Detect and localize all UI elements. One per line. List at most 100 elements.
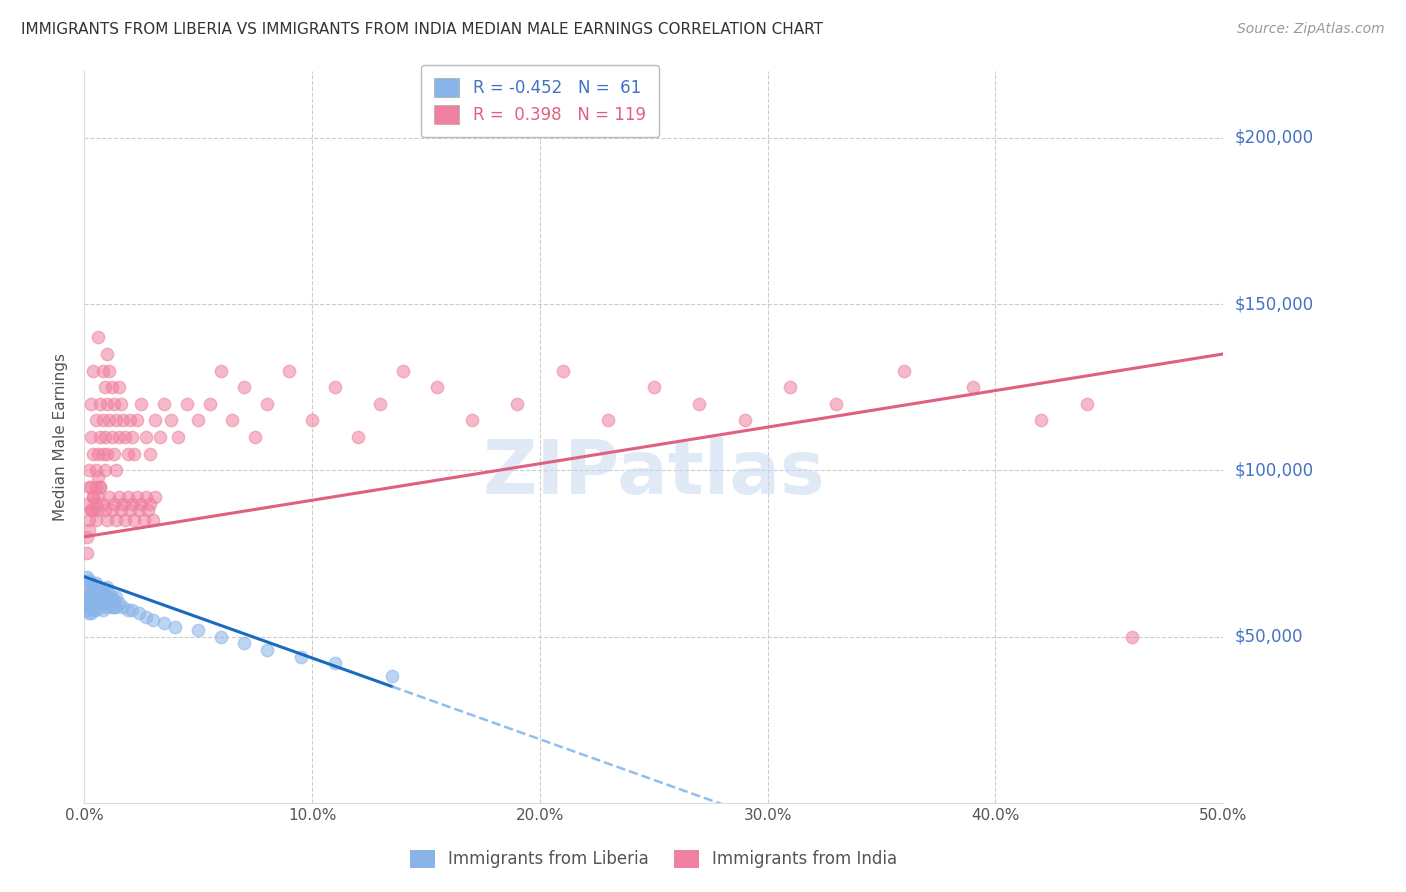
Point xyxy=(187,623,209,637)
Point xyxy=(165,619,187,633)
Point xyxy=(89,480,111,494)
Point xyxy=(82,580,104,594)
Point xyxy=(82,503,104,517)
Point xyxy=(142,613,165,627)
Point xyxy=(103,497,125,511)
Text: IMMIGRANTS FROM LIBERIA VS IMMIGRANTS FROM INDIA MEDIAN MALE EARNINGS CORRELATIO: IMMIGRANTS FROM LIBERIA VS IMMIGRANTS FR… xyxy=(21,22,823,37)
Point xyxy=(87,580,110,594)
Point xyxy=(139,447,162,461)
Point xyxy=(84,413,107,427)
Point xyxy=(110,503,132,517)
Point xyxy=(77,523,100,537)
Point xyxy=(290,649,312,664)
Point xyxy=(84,513,107,527)
Point xyxy=(96,580,118,594)
Point xyxy=(80,607,103,621)
Point xyxy=(100,380,122,394)
Point xyxy=(381,669,404,683)
Point xyxy=(100,503,122,517)
Point xyxy=(118,503,141,517)
Point xyxy=(84,593,107,607)
Point xyxy=(323,380,346,394)
Point xyxy=(1029,413,1052,427)
Point xyxy=(94,430,117,444)
Point xyxy=(506,397,529,411)
Point xyxy=(91,586,114,600)
Point xyxy=(131,397,153,411)
Point xyxy=(148,430,170,444)
Point xyxy=(278,363,301,377)
Point xyxy=(98,413,121,427)
Point xyxy=(94,463,117,477)
Point xyxy=(80,599,103,614)
Point xyxy=(598,413,620,427)
Point xyxy=(98,363,121,377)
Point xyxy=(112,413,135,427)
Point xyxy=(232,636,254,650)
Point xyxy=(124,513,146,527)
Point xyxy=(87,590,110,604)
Point xyxy=(1121,630,1143,644)
Point xyxy=(84,576,107,591)
Point xyxy=(94,380,117,394)
Text: Source: ZipAtlas.com: Source: ZipAtlas.com xyxy=(1237,22,1385,37)
Point xyxy=(100,599,122,614)
Point xyxy=(98,490,121,504)
Point xyxy=(96,599,118,614)
Point xyxy=(142,513,165,527)
Text: ZIPatlas: ZIPatlas xyxy=(482,437,825,510)
Point xyxy=(131,497,153,511)
Point xyxy=(135,490,157,504)
Point xyxy=(460,413,482,427)
Point xyxy=(76,596,98,610)
Point xyxy=(91,447,114,461)
Point xyxy=(256,643,278,657)
Point xyxy=(139,497,162,511)
Point xyxy=(187,413,209,427)
Point xyxy=(82,490,104,504)
Point xyxy=(118,413,141,427)
Point xyxy=(232,380,254,394)
Point xyxy=(94,503,117,517)
Point xyxy=(76,546,98,560)
Point xyxy=(125,413,148,427)
Point xyxy=(121,603,143,617)
Y-axis label: Median Male Earnings: Median Male Earnings xyxy=(53,353,69,521)
Point xyxy=(77,513,100,527)
Point xyxy=(87,503,110,517)
Point xyxy=(84,497,107,511)
Point xyxy=(114,430,136,444)
Point xyxy=(135,609,157,624)
Point xyxy=(143,413,166,427)
Point xyxy=(103,593,125,607)
Point xyxy=(112,599,135,614)
Point xyxy=(91,413,114,427)
Point xyxy=(96,347,118,361)
Point xyxy=(94,586,117,600)
Point xyxy=(105,599,128,614)
Point xyxy=(121,430,143,444)
Point xyxy=(76,570,98,584)
Point xyxy=(153,616,176,631)
Text: $100,000: $100,000 xyxy=(1234,461,1313,479)
Point xyxy=(77,573,100,587)
Point xyxy=(100,590,122,604)
Point xyxy=(82,447,104,461)
Point xyxy=(77,607,100,621)
Point xyxy=(98,596,121,610)
Point xyxy=(256,397,278,411)
Point xyxy=(136,503,159,517)
Point xyxy=(107,596,129,610)
Point xyxy=(643,380,665,394)
Point xyxy=(91,593,114,607)
Point xyxy=(245,430,267,444)
Point xyxy=(734,413,756,427)
Point xyxy=(105,463,128,477)
Point xyxy=(132,513,155,527)
Point xyxy=(346,430,368,444)
Point xyxy=(77,590,100,604)
Point xyxy=(209,363,232,377)
Text: $150,000: $150,000 xyxy=(1234,295,1313,313)
Point xyxy=(89,397,111,411)
Point xyxy=(107,430,129,444)
